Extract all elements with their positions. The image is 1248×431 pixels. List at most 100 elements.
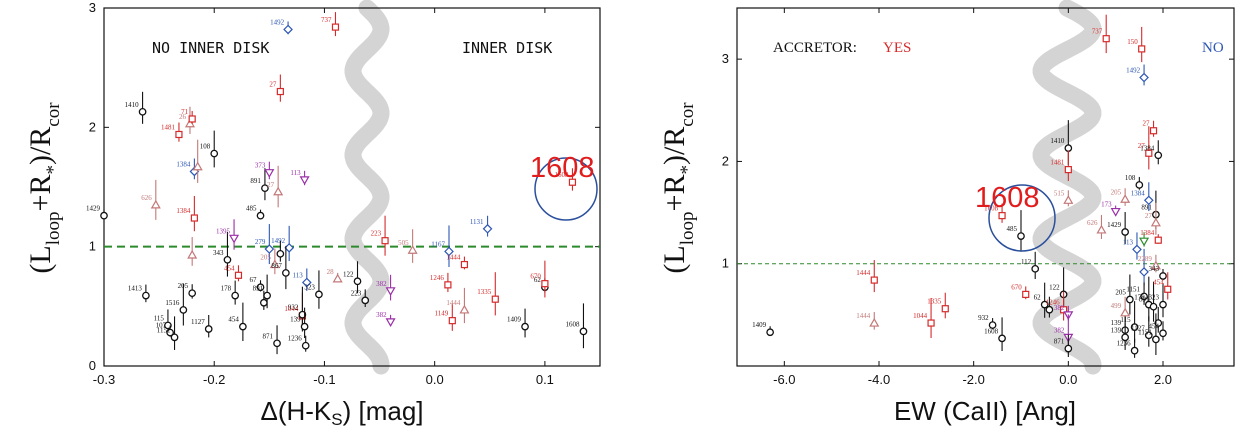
right-x-tick-label: 2.0	[1154, 372, 1172, 387]
left-data-point: 1246	[430, 272, 452, 293]
left-data-point: 1127	[191, 315, 213, 338]
right-marker	[1130, 346, 1139, 355]
right-point-label: 62	[1034, 294, 1042, 302]
left-point-label: 108	[200, 143, 211, 151]
left-point-label: 1335	[477, 288, 492, 296]
left-point-label: 1151	[157, 326, 171, 334]
left-data-point: 178	[221, 280, 240, 305]
left-point-label: 382	[376, 311, 387, 319]
left-annotation-no-inner-disk: NO INNER DISK	[152, 39, 269, 57]
right-gray-wave	[1032, 0, 1102, 375]
right-data-point	[1154, 307, 1163, 333]
right-point-label: 27	[1145, 212, 1153, 220]
left-marker	[385, 287, 396, 297]
right-point-label: 626	[1087, 219, 1098, 227]
right-data-point: 112	[1021, 251, 1040, 280]
right-data-point: 1444	[856, 260, 878, 293]
left-data-point: 1444	[446, 287, 470, 324]
right-marker	[1159, 300, 1167, 309]
right-data-point: 454	[1149, 321, 1167, 341]
right-point-label: 1608	[984, 327, 999, 335]
left-point-label: 279	[255, 238, 266, 246]
right-point-label: 173	[1101, 201, 1112, 209]
right-marker	[998, 212, 1006, 220]
right-annotation-accretor: ACCRETOR:	[773, 40, 857, 56]
right-point-label: 1608	[984, 205, 999, 213]
left-point-label: 27	[269, 81, 277, 89]
left-data-point: 108	[200, 130, 219, 168]
right-marker	[1022, 290, 1030, 298]
left-point-label: 485	[246, 205, 257, 213]
left-marker	[300, 322, 309, 331]
right-marker	[766, 328, 774, 337]
left-data-point: 139	[290, 307, 309, 339]
left-marker	[298, 310, 307, 319]
right-marker	[1139, 237, 1150, 247]
right-point-label: 382	[1054, 304, 1065, 312]
right-marker	[870, 276, 878, 284]
left-marker	[190, 214, 198, 222]
right-point-label: 1127	[1131, 324, 1145, 332]
left-point-label: 1167	[431, 240, 445, 248]
left-point-label: 626	[141, 194, 152, 202]
right-point-label: 1384	[1140, 229, 1155, 237]
right-point-label: 1409	[752, 321, 767, 329]
right-y-tick-label: 3	[722, 51, 729, 66]
right-marker	[1140, 292, 1148, 301]
left-data-point: 1444	[446, 254, 469, 270]
left-marker	[332, 273, 343, 283]
right-marker	[1132, 244, 1142, 255]
left-data-point: 107	[156, 322, 174, 337]
right-marker	[1096, 224, 1107, 234]
right-ticks: -6.0 -4.0 -2.0 0.0 2.0 1 2 3	[722, 8, 1234, 387]
left-data-point: 382	[376, 274, 396, 301]
right-marker	[1130, 323, 1139, 331]
left-marker	[385, 318, 396, 328]
left-marker	[187, 249, 198, 259]
right-data-point: 139	[1111, 316, 1129, 350]
right-marker	[1139, 267, 1149, 277]
right-point-label: 1236	[1117, 340, 1132, 348]
left-data-point: 737	[321, 12, 340, 37]
left-marker	[231, 291, 240, 300]
right-data-point: 1044	[913, 298, 935, 339]
left-point-label: 1395	[216, 227, 231, 235]
right-marker	[1149, 127, 1158, 135]
left-marker	[579, 327, 588, 336]
left-data-point: 27	[267, 165, 284, 208]
right-point-label: 382	[1054, 326, 1065, 334]
left-data-point: 223	[371, 215, 389, 256]
right-point-label: 139	[1111, 319, 1122, 327]
left-marker	[142, 291, 150, 300]
right-annotation-yes: YES	[883, 40, 911, 56]
left-data-point: 1410	[125, 91, 147, 124]
left-y-tick-label: 3	[89, 0, 96, 15]
left-point-label: 62	[534, 276, 542, 284]
right-point-label: 932	[978, 314, 989, 322]
left-data-point: 1409	[507, 308, 529, 338]
left-marker	[170, 333, 179, 342]
left-point-label: 1236	[288, 335, 303, 343]
left-marker	[192, 161, 203, 171]
left-point-label: 1492	[271, 237, 286, 245]
left-marker	[331, 23, 340, 31]
right-data-point: 323	[1149, 283, 1167, 318]
left-marker	[482, 223, 493, 234]
right-data-point	[1139, 232, 1150, 247]
left-marker	[299, 176, 310, 186]
left-point-label: 26	[179, 113, 187, 121]
right-point-label: 485	[1007, 225, 1018, 233]
left-marker	[229, 234, 240, 244]
right-marker	[1138, 45, 1146, 53]
left-point-label: 1246	[430, 274, 445, 282]
left-plot-frame	[103, 7, 601, 367]
left-point-label: 1429	[86, 205, 101, 213]
right-marker	[1152, 335, 1160, 344]
left-marker	[166, 328, 174, 337]
left-point-label: 323	[304, 283, 315, 291]
left-data-point: 113	[293, 268, 312, 291]
left-marker	[381, 237, 389, 245]
left-point-label: 139	[290, 316, 301, 324]
right-point-label: 139	[1111, 326, 1122, 334]
left-point-label: 454	[228, 316, 239, 324]
